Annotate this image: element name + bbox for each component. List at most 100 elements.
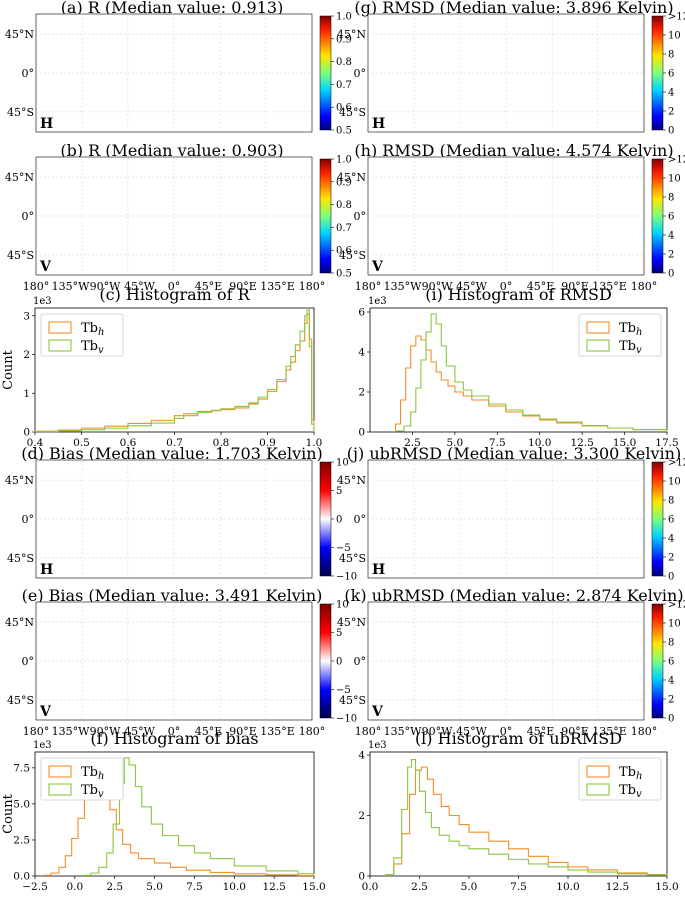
- longitude-label: 180°: [299, 280, 326, 293]
- longitude-label: 180°: [299, 725, 326, 738]
- texture-speck: [96, 721, 100, 723]
- longitude-label: 0°: [168, 280, 181, 293]
- texture-speck: [576, 581, 579, 583]
- latitude-label: 45°S: [7, 106, 34, 119]
- polarization-label: V: [39, 704, 52, 720]
- longitude-label: 90°W: [422, 280, 453, 293]
- x-tick-label: 17.5: [655, 437, 678, 449]
- texture-speck: [502, 722, 505, 724]
- colorbar-tick-label: 2: [668, 695, 674, 706]
- polarization-label: V: [371, 704, 384, 720]
- texture-speck: [41, 153, 43, 155]
- colorbar-tick-label: 0: [668, 572, 674, 583]
- latitude-label: 0°: [22, 655, 35, 668]
- texture-speck: [502, 277, 505, 279]
- x-tick-label: 12.5: [606, 881, 629, 893]
- longitude-label: 90°W: [90, 280, 121, 293]
- legend-swatch: [48, 783, 72, 796]
- y-tick-label: 1: [23, 388, 30, 400]
- texture-speck: [556, 282, 559, 283]
- longitude-label: 135°E: [260, 280, 295, 293]
- longitude-label: 45°W: [456, 725, 487, 738]
- map-title: (h) RMSD (Median value: 4.574 Kelvin): [354, 141, 673, 160]
- series-tbh: [385, 766, 668, 876]
- texture-speck: [194, 581, 198, 583]
- texture-speck: [482, 138, 486, 140]
- texture-speck: [428, 721, 432, 723]
- legend-swatch: [48, 321, 72, 334]
- colorbar-tick-label: >12: [668, 12, 685, 23]
- y-tick-label: 7.5: [13, 762, 30, 774]
- legend-label-tbv: Tbv: [81, 783, 104, 800]
- legend-label-subscript: h: [636, 771, 642, 782]
- latitude-label: 45°S: [339, 249, 366, 262]
- colorbar: [319, 603, 332, 719]
- y-tick-label: 0: [358, 871, 365, 883]
- latitude-label: 45°N: [5, 28, 34, 41]
- colorbar-tick-label: 8: [668, 193, 674, 204]
- colorbar: [319, 158, 332, 274]
- latitude-label: 0°: [22, 210, 35, 223]
- y-tick-label: 0: [358, 427, 365, 439]
- longitude-label: 90°E: [561, 725, 589, 738]
- chart-title: (i) Histogram of RMSD: [425, 285, 612, 304]
- longitude-label: 135°W: [384, 725, 422, 738]
- series-tbv: [394, 313, 668, 432]
- legend-label-tbh: Tbh: [619, 765, 642, 782]
- texture-speck: [170, 580, 173, 582]
- longitude-label: 45°E: [195, 725, 223, 738]
- texture-speck: [302, 145, 304, 147]
- colorbar-tick-label: 8: [668, 638, 674, 649]
- legend-label-tbh: Tbh: [619, 321, 642, 338]
- longitude-label: 180°: [355, 725, 382, 738]
- colorbar: [651, 461, 664, 577]
- map-panel-k: (k) ubRMSD (Median value: 2.874 Kelvin) V…: [337, 586, 685, 738]
- x-tick-label: 2.5: [411, 881, 428, 893]
- latitude-label: 45°N: [5, 171, 34, 184]
- legend-label-base: Tb: [619, 783, 636, 798]
- x-tick-label: 0.7: [166, 437, 183, 449]
- x-tick-label: 7.5: [510, 881, 527, 893]
- colorbar-tick-label: 10: [668, 619, 681, 630]
- legend-label-base: Tb: [619, 765, 636, 780]
- colorbar-tick-label: 4: [668, 676, 674, 687]
- histogram-1: (i) Histogram of RMSD 1e3 2.5 5.0 7.5 10.0 12.…: [358, 285, 678, 449]
- legend-label-tbv: Tbv: [619, 339, 642, 356]
- map-title: (k) ubRMSD (Median value: 2.874 Kelvin): [344, 586, 683, 605]
- colorbar-tick-label: −5: [336, 685, 351, 696]
- x-tick-label: −2.5: [22, 881, 48, 893]
- map-panel-a: (a) R (Median value: 0.913) H 45°N 0° 45°S 1.…: [5, 0, 352, 147]
- longitude-label: 135°W: [52, 725, 90, 738]
- legend-label-subscript: v: [98, 789, 104, 800]
- colorbar-tick-label: 10: [668, 174, 681, 185]
- colorbar-tick-label: 2: [668, 553, 674, 564]
- polarization-label: H: [372, 562, 385, 578]
- texture-speck: [502, 580, 505, 582]
- texture-speck: [170, 134, 173, 136]
- map-title: (j) ubRMSD (Median value: 3.300 Kelvin): [347, 444, 681, 463]
- legend-swatch: [586, 321, 610, 334]
- y-scale-label: 1e3: [368, 296, 387, 307]
- x-tick-label: 0.0: [362, 881, 379, 893]
- colorbar: [319, 15, 332, 131]
- colorbar: [319, 461, 332, 577]
- texture-speck: [268, 582, 271, 584]
- legend-box: [40, 757, 124, 801]
- texture-speck: [576, 135, 579, 137]
- legend-label-base: Tb: [619, 321, 636, 336]
- polarization-label: H: [40, 116, 53, 132]
- polarization-label: V: [371, 259, 384, 275]
- latitude-label: 45°N: [5, 616, 34, 629]
- colorbar-tick-label: 10: [668, 31, 681, 42]
- latitude-label: 0°: [354, 655, 367, 668]
- histogram-0: (c) Histogram of R 1e3 Count 0.4 0.5 0.6 0.7 0.…: [1, 285, 322, 449]
- x-tick-label: 0.9: [259, 437, 276, 449]
- x-tick-label: 0.4: [27, 437, 44, 449]
- colorbar-tick-label: 0: [668, 126, 674, 137]
- histogram-3: (l) Histogram of ubRMSD 1e3 0.0 2.5 5.0 7.5 10…: [358, 729, 678, 893]
- x-tick-label: 2.5: [106, 881, 123, 893]
- x-tick-label: 10.0: [528, 437, 551, 449]
- y-tick-label: 6: [358, 307, 365, 319]
- y-tick-label: 2: [23, 349, 30, 361]
- latitude-label: 45°N: [337, 474, 366, 487]
